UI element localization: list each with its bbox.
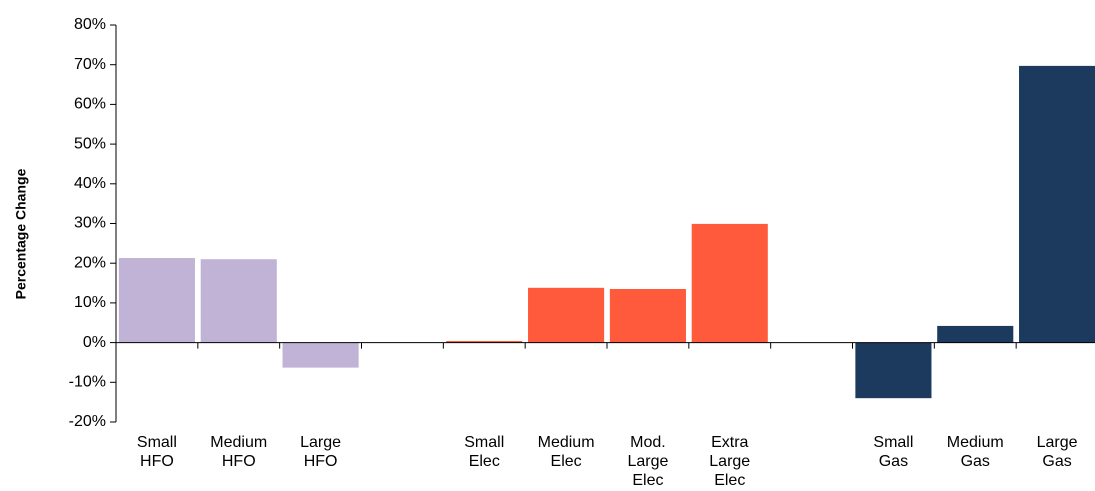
y-tick-label: 80%: [74, 16, 106, 33]
y-tick-label: 0%: [83, 334, 106, 351]
bar: [528, 287, 605, 343]
bar: [609, 289, 686, 343]
x-tick-label: Small Gas: [873, 434, 913, 470]
bar: [937, 325, 1014, 343]
x-tick-label: Large Gas: [1037, 434, 1078, 470]
bar: [855, 342, 932, 399]
x-tick-label: Medium Gas: [947, 434, 1004, 470]
y-tick-label: -10%: [69, 374, 106, 391]
x-tick-label: Medium Elec: [538, 434, 595, 470]
y-tick-label: 30%: [74, 215, 106, 232]
x-tick-label: Mod. Large Elec: [627, 434, 668, 489]
x-tick-label: Small HFO: [137, 434, 177, 470]
y-axis-title: Percentage Change: [13, 168, 29, 299]
bar: [118, 258, 195, 343]
bar: [282, 342, 359, 368]
y-tick-label: 40%: [74, 175, 106, 192]
y-tick-label: -20%: [69, 413, 106, 430]
bar: [446, 341, 523, 343]
y-tick-label: 10%: [74, 294, 106, 311]
y-tick-label: 50%: [74, 135, 106, 152]
bar: [1019, 65, 1095, 343]
bar: [691, 223, 768, 343]
y-tick-label: 60%: [74, 96, 106, 113]
x-tick-label: Small Elec: [464, 434, 504, 470]
x-tick-label: Extra Large Elec: [709, 434, 750, 489]
x-tick-label: Medium HFO: [210, 434, 267, 470]
y-tick-label: 20%: [74, 254, 106, 271]
y-tick-label: 70%: [74, 56, 106, 73]
x-tick-label: Large HFO: [300, 434, 341, 470]
bar: [200, 259, 277, 343]
